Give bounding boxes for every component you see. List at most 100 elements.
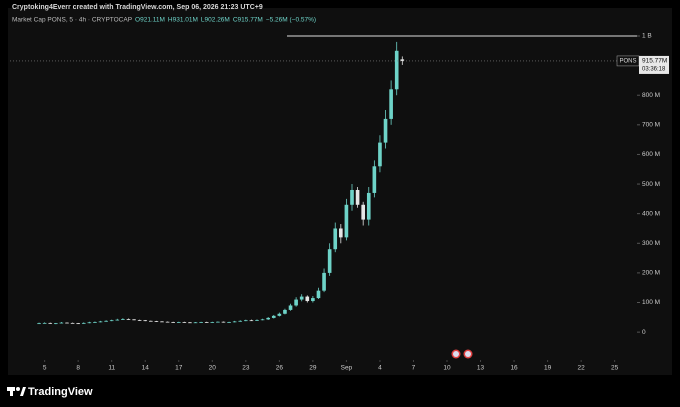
candle-body — [121, 319, 125, 320]
candle-body — [350, 189, 354, 205]
event-icon — [465, 351, 471, 357]
candle-body — [344, 204, 349, 238]
candle-body — [42, 322, 47, 324]
candle-body — [283, 309, 287, 314]
candle-body — [182, 322, 187, 323]
credit: Cryptoking4Everr created with TradingVie… — [12, 4, 263, 11]
candle-body — [305, 296, 310, 302]
y-tick-label: 400 M — [642, 210, 660, 217]
event-icon — [453, 351, 459, 357]
candle-body — [372, 166, 377, 193]
candle-body — [216, 321, 220, 323]
event-icons — [451, 349, 473, 359]
candle-body — [37, 323, 41, 325]
candle-body — [255, 319, 259, 321]
y-tick-label: 600 M — [642, 151, 660, 158]
candle-body — [277, 313, 282, 316]
candle-body — [171, 322, 175, 323]
candle-body — [333, 228, 338, 250]
x-tick-label: 19 — [544, 365, 552, 372]
candle-body — [266, 317, 270, 320]
candle-body — [366, 192, 371, 220]
candle-body — [98, 321, 103, 323]
ohlc-value: L902.26M — [201, 17, 230, 24]
candle-body — [299, 296, 304, 300]
candle-body — [70, 322, 75, 324]
candle-body — [378, 142, 382, 167]
x-tick-label: 14 — [142, 365, 150, 372]
logo — [7, 387, 26, 396]
candle-body — [327, 249, 332, 273]
candle-body — [221, 321, 226, 323]
candle-body — [232, 321, 237, 323]
candle-body — [271, 315, 276, 318]
x-tick-label: 17 — [175, 365, 183, 372]
x-tick-label: 20 — [209, 365, 217, 372]
candle-body — [165, 321, 170, 323]
x-tick-label: 4 — [378, 365, 382, 372]
logo-mark — [20, 387, 26, 396]
candle-body — [132, 319, 136, 321]
candle-body — [104, 320, 108, 322]
candle-body — [260, 319, 265, 321]
y-tick-label: 100 M — [642, 299, 660, 306]
x-tick-label: 11 — [108, 365, 115, 372]
candle-body — [311, 298, 315, 302]
candle-body — [160, 321, 164, 323]
logo-mark — [10, 387, 13, 396]
y-tick-label: 500 M — [642, 181, 660, 188]
x-tick-label: 25 — [611, 365, 619, 372]
candle-body — [361, 204, 365, 220]
y-tick-label: 200 M — [642, 270, 660, 277]
candle-body — [59, 322, 64, 324]
y-tick-label: 700 M — [642, 122, 660, 129]
x-tick-label: 29 — [309, 365, 317, 372]
x-tick-label: 7 — [412, 365, 416, 372]
y-tick-label: 300 M — [642, 240, 660, 247]
candle-body — [65, 322, 69, 324]
ohlc-group: O921.11M H931.01M L902.26M C915.77M −5.26M (… — [135, 17, 316, 24]
ohlc-value: H931.01M — [168, 17, 198, 24]
candle-body — [204, 322, 209, 323]
candle-body — [143, 320, 148, 322]
y-tick-label: 800 M — [642, 92, 660, 99]
candle-body — [288, 305, 293, 310]
candle-body — [176, 322, 181, 323]
candle-body — [93, 322, 97, 323]
candle-body — [316, 290, 321, 299]
y-tick-label: 1 B — [642, 33, 652, 40]
x-tick-label: 13 — [477, 365, 485, 372]
x-tick-label: 16 — [510, 365, 518, 372]
candle-body — [48, 322, 53, 324]
chart-panel — [8, 8, 672, 375]
candle-body — [249, 320, 254, 322]
candle-body — [81, 322, 86, 324]
candle-body — [339, 228, 343, 238]
candle-body — [238, 320, 243, 322]
candle-body — [54, 323, 58, 325]
candle-body — [149, 320, 153, 322]
change: −5.26M (−0.57%) — [266, 17, 316, 24]
candle-body — [322, 272, 326, 291]
candle-body — [227, 322, 231, 323]
candle-body — [193, 322, 198, 324]
candle-body — [87, 322, 92, 324]
candle-body — [383, 118, 388, 143]
candle-body — [400, 59, 405, 61]
x-tick-label: 23 — [242, 365, 250, 372]
candle-body — [394, 50, 399, 90]
price-tag-bg — [639, 55, 669, 74]
candle-body — [137, 319, 142, 321]
ohlc-value: O921.11M — [135, 17, 165, 24]
brand: TradingView — [28, 386, 93, 398]
candle-body — [188, 322, 192, 324]
symbol: Market Cap PONS, 5 · 4h · CRYPTOCAP — [12, 17, 132, 24]
y-tick-label: 0 — [642, 329, 646, 336]
candle-body — [244, 320, 248, 322]
x-tick-label: 26 — [276, 365, 284, 372]
price-tag-countdown: 03:36:18 — [642, 67, 666, 73]
candle-body — [109, 320, 114, 322]
price-tag-value: 915.77M — [642, 58, 667, 65]
